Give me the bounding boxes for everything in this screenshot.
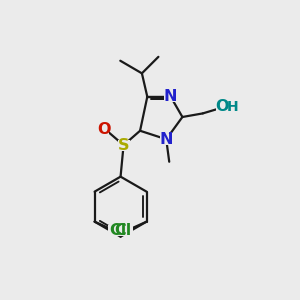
- Bar: [113, 225, 133, 236]
- Text: S: S: [118, 138, 129, 153]
- Bar: [108, 225, 128, 236]
- Text: O: O: [97, 122, 110, 137]
- Bar: [98, 124, 110, 135]
- Text: Cl: Cl: [115, 223, 132, 238]
- Text: H: H: [226, 100, 238, 113]
- Text: N: N: [164, 88, 178, 104]
- Text: O: O: [215, 99, 229, 114]
- Bar: [160, 134, 172, 145]
- Text: N: N: [160, 132, 173, 147]
- Text: Cl: Cl: [110, 223, 127, 238]
- Bar: [118, 140, 130, 151]
- Bar: [215, 101, 232, 112]
- Bar: [164, 91, 177, 102]
